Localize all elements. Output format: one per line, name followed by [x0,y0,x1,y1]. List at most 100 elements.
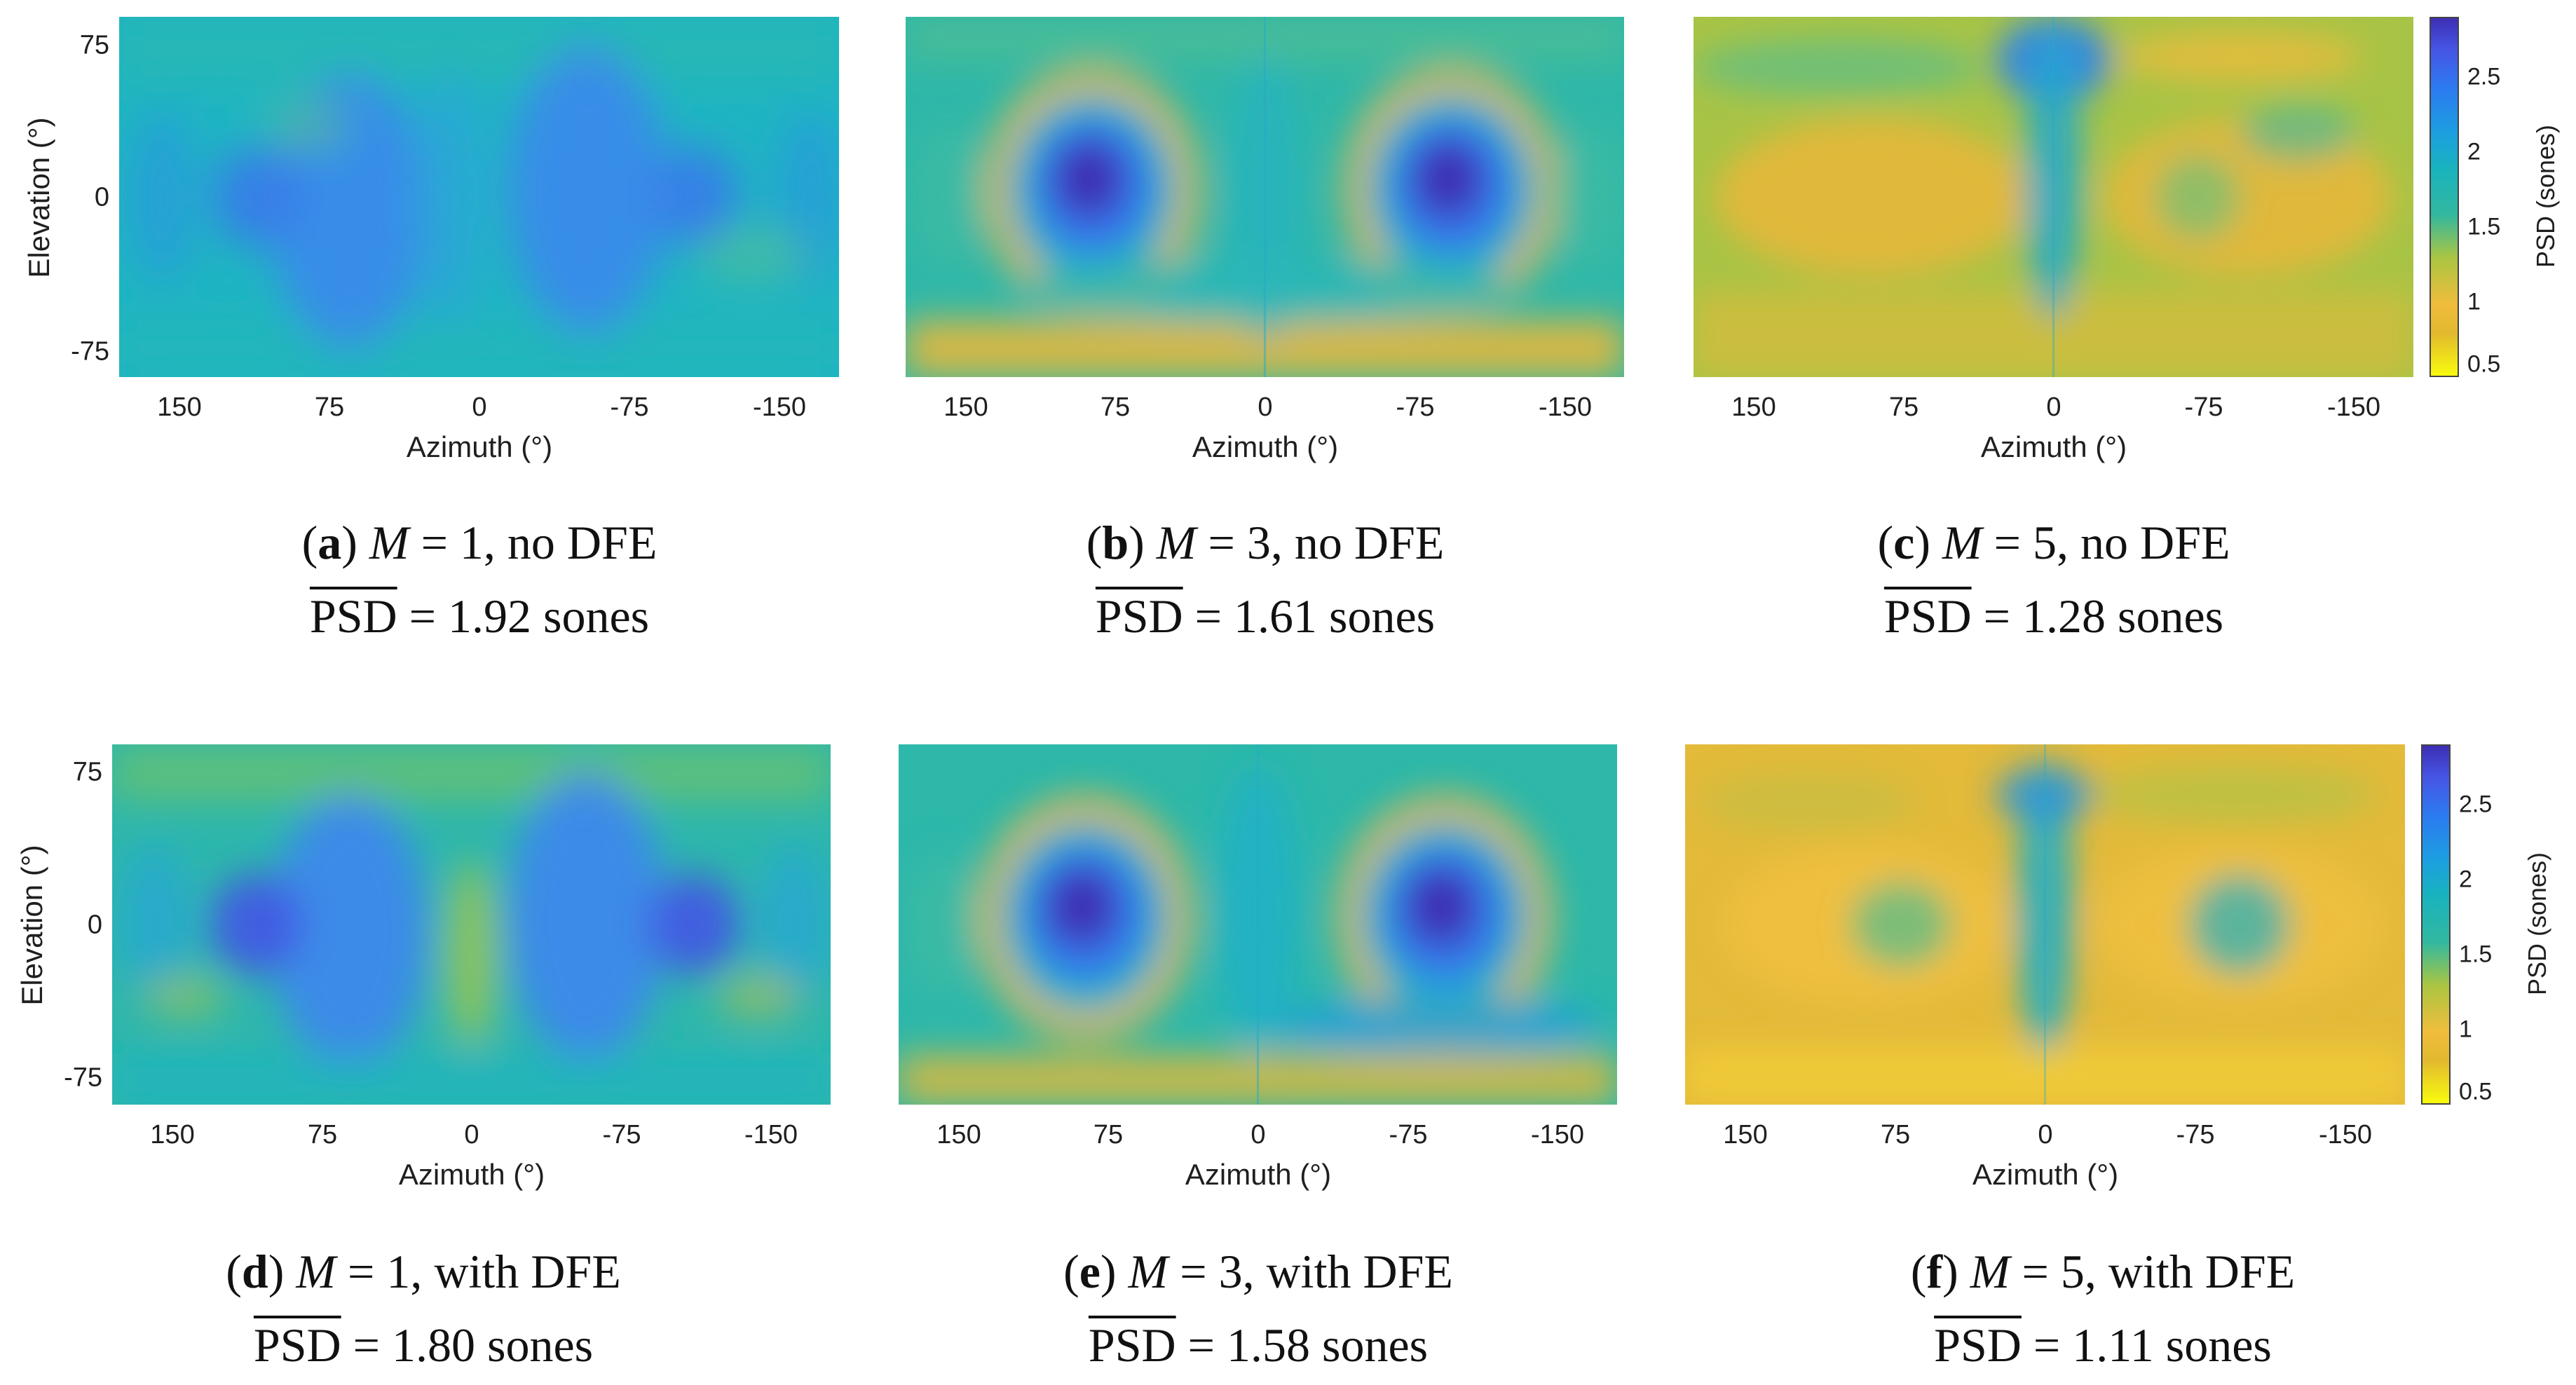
colorbar-top-tick-2: 2 [2467,138,2481,165]
caption-f-letter: f [1926,1245,1943,1298]
caption-d-line2: PSD = 1.80 sones [253,1318,594,1372]
caption-c-m-value: 5 [2033,516,2057,569]
caption-d-letter: d [241,1245,268,1298]
x-tick-e-0: 0 [1250,1120,1266,1149]
caption-f-dfe: with DFE [2108,1245,2296,1298]
caption-a-m-value: 1 [459,516,484,569]
colorbar-bottom-tick-1-5: 1.5 [2459,941,2493,968]
caption-a-mean-psd: 1.92 [447,589,531,643]
caption-e-line1: (e) M = 3, with DFE [1063,1245,1453,1298]
heatmap-f [1685,744,2405,1105]
x-tick-d-150: 150 [150,1120,195,1149]
x-axis-label-d: Azimuth (°) [398,1158,545,1191]
x-axis-label-a: Azimuth (°) [406,430,553,463]
x-tick-f-neg75: -75 [2176,1120,2215,1149]
colorbar-bottom [2421,744,2451,1105]
caption-e-unit: sones [1322,1318,1429,1372]
colorbar-top-label: PSD (sones) [2531,124,2560,268]
x-tick-b-0: 0 [1258,393,1273,422]
caption-c-unit: sones [2117,589,2224,643]
caption-b-psd-label: PSD [1095,589,1183,643]
caption-a-m-symbol: M [369,516,409,569]
x-axis-label-b: Azimuth (°) [1192,430,1339,463]
caption-d-m-value: 1 [386,1245,411,1298]
caption-c-letter: c [1893,516,1915,569]
x-tick-a-75: 75 [314,393,345,422]
caption-b: (b) M = 3, no DFE PSD = 1.61 sones [1086,506,1445,654]
heatmap-d [112,744,831,1105]
colorbar-top-tick-1: 1 [2467,288,2481,315]
x-axis-label-e: Azimuth (°) [1185,1158,1332,1191]
heatmap-b-svg [906,17,1624,377]
caption-d: (d) M = 1, with DFE PSD = 1.80 sones [226,1235,621,1383]
heatmap-e-svg [899,744,1617,1105]
x-tick-f-0: 0 [2038,1120,2053,1149]
caption-d-unit: sones [486,1318,594,1372]
caption-e-mean-psd: 1.58 [1227,1318,1310,1372]
caption-a-line1: (a) M = 1, no DFE [301,516,657,569]
heatmap-a [119,17,839,377]
x-tick-b-75: 75 [1100,393,1131,422]
x-tick-e-75: 75 [1093,1120,1124,1149]
caption-f-m-value: 5 [2060,1245,2085,1298]
caption-b-m-value: 3 [1246,516,1271,569]
x-tick-b-neg150: -150 [1538,393,1593,422]
colorbar-bottom-label: PSD (sones) [2523,852,2551,996]
x-tick-a-neg150: -150 [752,393,807,422]
colorbar-top [2430,17,2459,377]
x-tick-b-neg75: -75 [1396,393,1435,422]
caption-c-mean-psd: 1.28 [2022,589,2106,643]
caption-d-mean-psd: 1.80 [391,1318,475,1372]
colorbar-bottom-tick-2: 2 [2459,866,2472,893]
caption-e-letter: e [1079,1245,1100,1298]
x-tick-d-neg75: -75 [602,1120,641,1149]
caption-a-psd-label: PSD [309,589,397,643]
x-tick-a-neg75: -75 [610,393,649,422]
caption-f-psd-label: PSD [1934,1318,2022,1372]
caption-c: (c) M = 5, no DFE PSD = 1.28 sones [1878,506,2230,654]
colorbar-top-tick-0-5: 0.5 [2467,350,2501,378]
colorbar-top-tick-2-5: 2.5 [2467,63,2501,90]
x-tick-f-150: 150 [1723,1120,1768,1149]
y-tick-d-neg75: -75 [64,1063,102,1093]
caption-b-dfe: no DFE [1294,516,1445,569]
y-tick-a-0: 0 [94,182,109,212]
caption-c-line2: PSD = 1.28 sones [1883,589,2224,643]
caption-f-m-symbol: M [1970,1245,2010,1298]
caption-f-unit: sones [2165,1318,2272,1372]
caption-d-line1: (d) M = 1, with DFE [226,1245,621,1298]
x-tick-a-0: 0 [472,393,487,422]
caption-b-line1: (b) M = 3, no DFE [1086,516,1445,569]
caption-d-dfe: with DFE [434,1245,621,1298]
y-tick-d-75: 75 [72,757,102,787]
x-tick-c-neg150: -150 [2326,393,2381,422]
x-tick-d-0: 0 [464,1120,479,1149]
x-axis-label-c: Azimuth (°) [1980,430,2127,463]
x-tick-e-neg75: -75 [1389,1120,1428,1149]
caption-c-line1: (c) M = 5, no DFE [1877,516,2230,569]
caption-e: (e) M = 3, with DFE PSD = 1.58 sones [1063,1235,1453,1383]
x-tick-e-150: 150 [936,1120,981,1149]
x-tick-b-150: 150 [943,393,988,422]
y-tick-d-0: 0 [87,910,102,940]
caption-c-m-symbol: M [1942,516,1982,569]
heatmap-a-svg [119,17,839,377]
caption-f: (f) M = 5, with DFE PSD = 1.11 sones [1911,1235,2295,1383]
caption-d-m-symbol: M [296,1245,336,1298]
caption-a: (a) M = 1, no DFE PSD = 1.92 sones [302,506,657,654]
y-axis-label-a: Elevation (°) [22,117,55,278]
colorbar-bottom-tick-0-5: 0.5 [2459,1078,2493,1105]
colorbar-top-tick-1-5: 1.5 [2467,213,2501,240]
caption-b-letter: b [1102,516,1129,569]
heatmap-d-svg [112,744,831,1105]
caption-f-line2: PSD = 1.11 sones [1934,1318,2272,1372]
caption-e-dfe: with DFE [1266,1245,1453,1298]
x-tick-e-neg150: -150 [1530,1120,1585,1149]
caption-b-unit: sones [1329,589,1436,643]
heatmap-c-svg [1694,17,2413,377]
caption-a-line2: PSD = 1.92 sones [309,589,650,643]
caption-a-unit: sones [543,589,650,643]
caption-c-dfe: no DFE [2080,516,2230,569]
caption-a-dfe: no DFE [507,516,657,569]
caption-e-line2: PSD = 1.58 sones [1088,1318,1429,1372]
